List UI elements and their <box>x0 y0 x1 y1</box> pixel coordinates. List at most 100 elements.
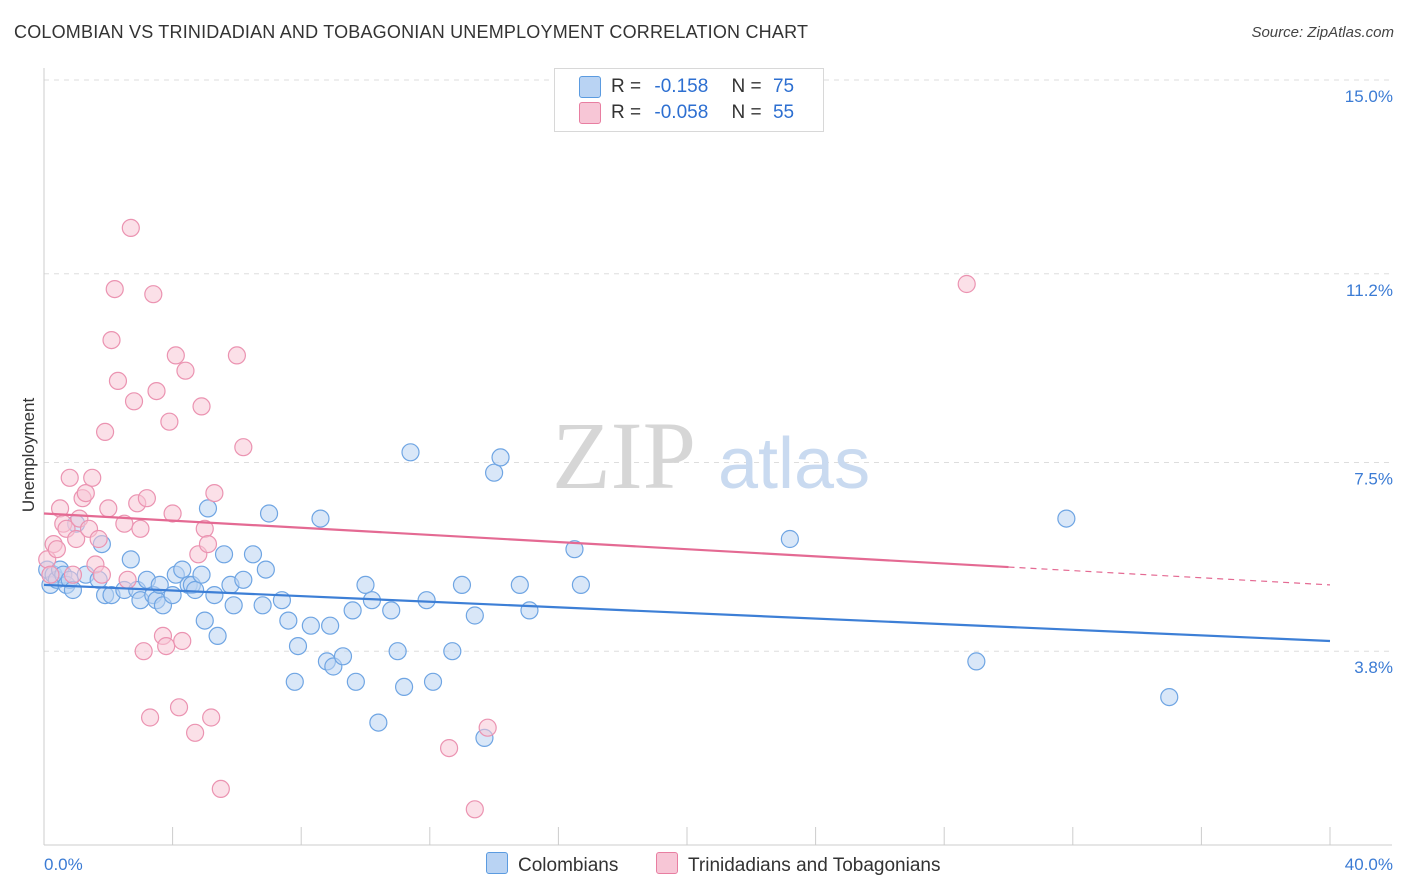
point-colombians-73 <box>780 529 799 549</box>
point-trinidadians-20 <box>102 331 121 350</box>
r-label: R = <box>611 102 642 124</box>
n-label: N = <box>731 102 762 124</box>
bottom-legend-trinidadians: Trinidadians and Tobagonians <box>656 852 940 877</box>
x-tick-label-min: 0.0% <box>44 855 83 874</box>
trend-line-trinidadians-extrapolated <box>1008 566 1331 586</box>
point-trinidadians-39 <box>169 698 189 717</box>
point-colombians-72 <box>565 540 584 559</box>
point-trinidadians-12 <box>76 484 95 503</box>
trinidadians-n-value: 55 <box>772 102 795 124</box>
point-colombians-50 <box>321 616 340 635</box>
point-colombians-37 <box>224 596 243 615</box>
point-trinidadians-36 <box>160 412 179 431</box>
point-trinidadians-55 <box>957 274 976 294</box>
point-colombians-77 <box>571 575 591 595</box>
series-trinidadians <box>38 218 976 819</box>
point-colombians-34 <box>208 626 227 646</box>
r-label: R = <box>611 76 642 98</box>
point-colombians-69 <box>491 448 510 467</box>
trend-line-colombians <box>43 583 1331 643</box>
point-trinidadians-9 <box>67 529 86 549</box>
point-colombians-68 <box>485 463 504 482</box>
point-trinidadians-48 <box>205 484 224 503</box>
x-tick-label-max: 40.0% <box>1345 855 1393 874</box>
point-trinidadians-41 <box>176 361 195 380</box>
colombians-r-value: -0.158 <box>654 76 709 98</box>
point-colombians-60 <box>394 677 414 697</box>
chart-title: COLOMBIAN VS TRINIDADIAN AND TOBAGONIAN … <box>14 22 809 42</box>
point-colombians-41 <box>256 560 275 579</box>
point-colombians-33 <box>205 585 224 605</box>
trinidadians-legend-label: Trinidadians and Tobagonians <box>688 855 941 876</box>
y-axis-label: Unemployment <box>19 398 38 513</box>
point-colombians-53 <box>343 601 362 620</box>
point-colombians-70 <box>510 575 529 595</box>
point-colombians-47 <box>301 616 320 635</box>
point-colombians-40 <box>253 596 272 615</box>
point-colombians-62 <box>417 591 436 610</box>
point-colombians-57 <box>369 713 388 732</box>
correlation-legend: R = -0.158 N = 75 R = -0.058 N = 55 <box>554 68 824 132</box>
colombians-legend-label: Colombians <box>518 855 619 876</box>
series-colombians <box>38 443 1179 748</box>
point-colombians-45 <box>285 672 304 691</box>
point-trinidadians-21 <box>105 280 124 299</box>
point-colombians-64 <box>443 642 462 661</box>
point-colombians-55 <box>356 575 375 595</box>
trinidadians-legend-swatch <box>656 852 678 874</box>
point-colombians-31 <box>195 611 214 630</box>
point-colombians-52 <box>333 647 353 666</box>
point-colombians-59 <box>388 642 407 661</box>
point-colombians-63 <box>423 672 443 691</box>
point-colombians-58 <box>382 601 401 620</box>
point-trinidadians-49 <box>211 779 230 799</box>
point-trinidadians-23 <box>115 514 134 533</box>
point-trinidadians-35 <box>157 636 176 656</box>
point-colombians-42 <box>259 504 279 523</box>
point-trinidadians-29 <box>134 642 153 661</box>
point-trinidadians-46 <box>198 534 218 554</box>
point-colombians-44 <box>279 611 298 630</box>
bottom-legend-colombians: Colombians <box>486 852 618 877</box>
point-colombians-48 <box>311 509 330 528</box>
point-colombians-38 <box>234 570 253 589</box>
point-colombians-35 <box>214 545 234 564</box>
point-trinidadians-8 <box>63 565 83 584</box>
point-trinidadians-32 <box>144 285 163 304</box>
trinidadians-swatch <box>579 102 601 124</box>
point-trinidadians-33 <box>147 382 166 401</box>
y-tick-label-3: 15.0% <box>1345 87 1393 106</box>
point-colombians-65 <box>452 575 472 595</box>
point-trinidadians-51 <box>234 438 253 457</box>
point-trinidadians-42 <box>186 723 205 742</box>
point-colombians-74 <box>1057 509 1076 528</box>
point-trinidadians-30 <box>137 489 156 508</box>
watermark-zip: ZIP <box>552 402 696 509</box>
point-trinidadians-3 <box>47 540 66 559</box>
point-colombians-26 <box>173 560 192 579</box>
point-trinidadians-22 <box>108 371 128 390</box>
trend-lines <box>43 512 1331 643</box>
point-colombians-61 <box>401 443 420 462</box>
watermark-atlas: atlas <box>718 424 870 504</box>
axes <box>43 68 1392 846</box>
point-trinidadians-40 <box>173 631 192 651</box>
point-trinidadians-38 <box>166 346 185 365</box>
point-trinidadians-25 <box>121 218 140 237</box>
point-colombians-39 <box>243 545 263 564</box>
point-colombians-71 <box>520 601 539 620</box>
point-colombians-30 <box>192 565 211 584</box>
n-label: N = <box>731 76 762 98</box>
point-trinidadians-44 <box>192 397 211 416</box>
colombians-legend-swatch <box>486 852 508 874</box>
point-trinidadians-7 <box>60 468 79 487</box>
tick-labels: 3.8% 7.5% 11.2% 15.0% 0.0% 40.0% <box>44 87 1393 874</box>
point-trinidadians-1 <box>41 565 60 584</box>
point-trinidadians-28 <box>131 519 150 538</box>
point-trinidadians-18 <box>95 422 115 441</box>
colombians-swatch <box>579 76 601 98</box>
point-trinidadians-54 <box>478 718 497 737</box>
point-trinidadians-16 <box>89 529 108 549</box>
colombians-n-value: 75 <box>772 76 795 98</box>
